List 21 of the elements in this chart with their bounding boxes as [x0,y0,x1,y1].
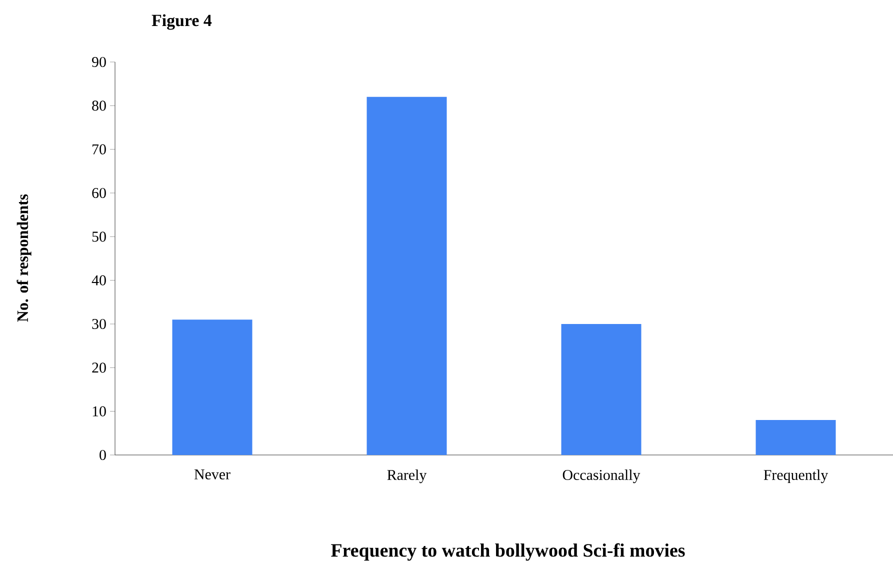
bar [756,420,836,455]
y-tick-label: 50 [92,232,106,242]
y-tick-label: 10 [92,406,106,416]
bar [366,96,447,455]
bar [561,324,642,455]
x-axis-title: Frequency to watch bollywood Sci-fi movies [331,543,685,561]
chart-title: Figure 4 [152,14,212,30]
y-tick-label: 0 [100,450,106,460]
x-tick-label: Occasionally [562,470,640,484]
y-tick-label: 70 [92,144,106,154]
x-tick-label: Rarely [387,470,427,484]
bar [172,320,252,455]
y-axis-title: No. of respondents [16,194,32,322]
x-tick-label: Never [194,470,230,480]
y-tick-label: 40 [92,275,106,286]
y-tick-label: 80 [92,100,106,111]
y-tick-label: 60 [92,188,106,198]
y-tick-label: 30 [92,318,106,330]
y-tick-label: 90 [92,56,106,68]
y-tick-label: 20 [92,362,106,373]
x-tick-label: Frequently [764,470,828,484]
